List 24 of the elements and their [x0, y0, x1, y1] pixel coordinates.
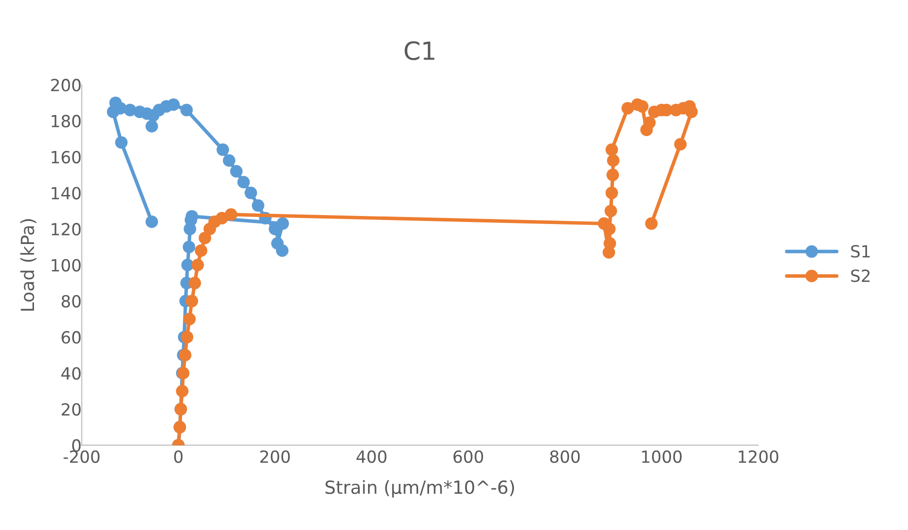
y-tick-label: 20 [62, 403, 81, 416]
x-tick-label: 600 [454, 450, 484, 463]
x-tick-label: 0 [174, 450, 183, 463]
y-tick-label: 200 [51, 78, 81, 92]
x-tick-label: 1200 [738, 450, 778, 463]
legend-label: S1 [851, 244, 870, 258]
x-tick-label: 1000 [642, 450, 682, 463]
y-tick-label: 60 [62, 331, 81, 344]
y-tick-label: 120 [52, 222, 81, 236]
y-tick-label: 100 [52, 258, 81, 272]
y-tick-label: 0 [72, 439, 81, 452]
x-tick-label: 800 [550, 450, 580, 463]
x-tick-label: -200 [64, 450, 100, 463]
y-tick-label: 160 [52, 150, 81, 164]
x-axis-title: Strain (μm/m*10^-6) [326, 480, 514, 498]
chart-title: C1 [404, 41, 434, 60]
y-tick-label: 40 [61, 367, 81, 380]
legend-label: S2 [851, 269, 870, 282]
y-tick-label: 180 [52, 114, 81, 128]
y-tick-label: 140 [52, 186, 81, 200]
x-tick-label: 400 [356, 450, 386, 463]
x-tick-label: 200 [260, 450, 290, 463]
y-tick-label: 80 [62, 295, 81, 308]
y-axis-title: Load (kPa) [20, 219, 36, 311]
